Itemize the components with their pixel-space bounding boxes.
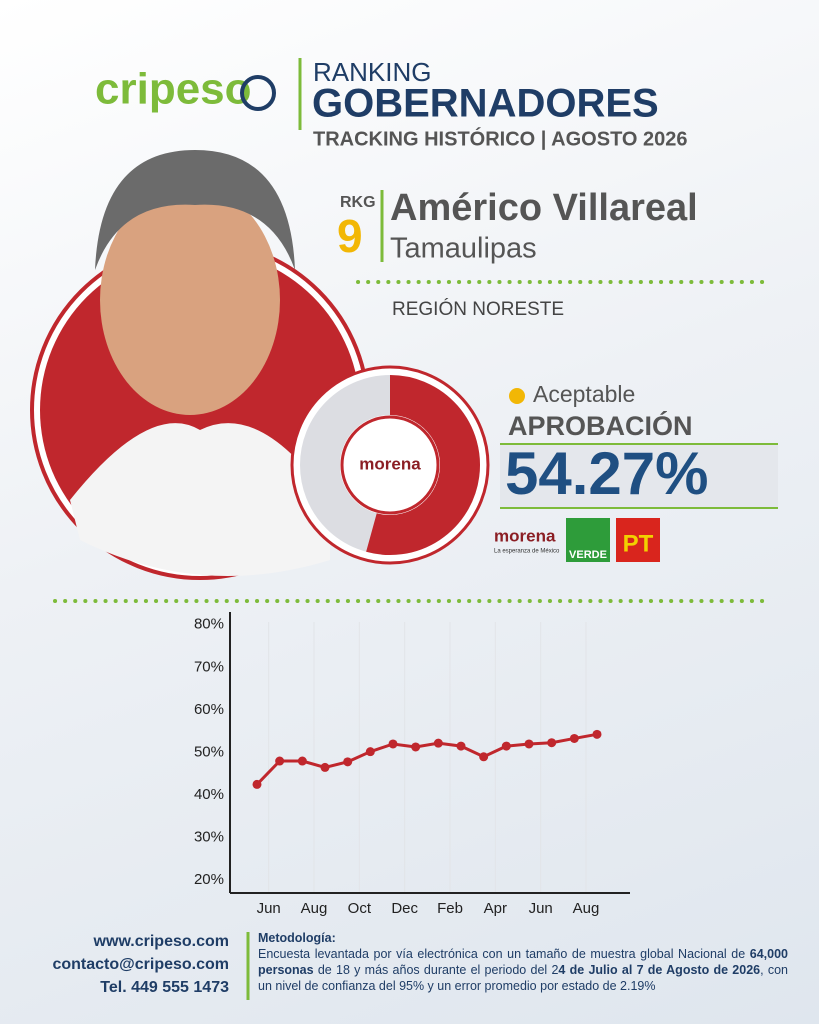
verde-logo-box bbox=[566, 518, 610, 562]
brand-logo: cripeso bbox=[95, 65, 252, 114]
data-point bbox=[524, 739, 534, 749]
methodology-bold: 64,000 personas bbox=[258, 947, 788, 977]
rank-number: 9 bbox=[337, 210, 363, 262]
methodology-title: Metodología: bbox=[258, 931, 336, 945]
header-subtitle: TRACKING HISTÓRICO | AGOSTO 2026 bbox=[313, 126, 688, 150]
y-tick-label: 80% bbox=[194, 616, 224, 633]
photo-shirt bbox=[70, 423, 330, 576]
x-tick-label: Feb bbox=[437, 900, 463, 917]
y-tick-label: 30% bbox=[194, 829, 224, 846]
x-tick-label: Oct bbox=[348, 900, 372, 917]
x-tick-label: Aug bbox=[573, 900, 600, 917]
y-tick-label: 60% bbox=[194, 701, 224, 718]
governor-state: Tamaulipas bbox=[390, 233, 537, 265]
x-tick-label: Aug bbox=[301, 900, 328, 917]
data-point bbox=[320, 762, 330, 772]
pt-logo: PT bbox=[623, 530, 654, 557]
verde-logo: VERDE bbox=[569, 549, 607, 561]
morena-tagline: La esperanza de México bbox=[494, 549, 560, 555]
pt-logo-box bbox=[616, 518, 660, 562]
data-point bbox=[388, 739, 398, 749]
data-point bbox=[365, 747, 375, 757]
logo-target bbox=[240, 75, 276, 111]
methodology-text: , con un nivel de confianza del 95% y un… bbox=[258, 963, 789, 993]
header-title: GOBERNADORES bbox=[312, 82, 659, 126]
website[interactable]: www.cripeso.com bbox=[93, 933, 229, 950]
donut-arc bbox=[366, 375, 480, 555]
approval-box bbox=[500, 444, 778, 508]
approval-label: APROBACIÓN bbox=[508, 410, 693, 441]
phone: Tel. 449 555 1473 bbox=[100, 979, 229, 996]
methodology-text: Encuesta levantada por vía electrónica c… bbox=[258, 947, 750, 961]
contact-block: www.cripeso.com contacto@cripeso.com Tel… bbox=[52, 930, 229, 999]
methodology-text: de 18 y más años durante el periodo del … bbox=[313, 963, 559, 977]
data-point bbox=[592, 729, 602, 739]
data-point bbox=[479, 752, 489, 762]
methodology: Metodología: Encuesta levantada por vía … bbox=[258, 930, 788, 994]
data-point bbox=[569, 733, 579, 743]
x-tick-label: Jun bbox=[257, 900, 281, 917]
line-series bbox=[255, 732, 598, 786]
photo-face bbox=[100, 185, 280, 415]
data-point bbox=[456, 741, 466, 751]
donut-logo: morena bbox=[359, 454, 421, 473]
ranking-label: RANKING bbox=[313, 57, 431, 87]
morena-logo: morena bbox=[494, 526, 556, 545]
photo-hair bbox=[95, 150, 295, 270]
region: REGIÓN NORESTE bbox=[392, 298, 564, 320]
approval-value: 54.27% bbox=[505, 440, 709, 507]
y-tick-label: 50% bbox=[194, 743, 224, 760]
methodology-bold: 4 de Julio al 7 de Agosto de 2026 bbox=[558, 963, 761, 977]
data-point bbox=[547, 738, 557, 748]
x-tick-label: Dec bbox=[391, 900, 418, 917]
data-point bbox=[501, 741, 511, 751]
x-tick-label: Jun bbox=[529, 900, 553, 917]
governor-name: Américo Villareal bbox=[390, 187, 698, 229]
email[interactable]: contacto@cripeso.com bbox=[52, 956, 229, 973]
y-tick-label: 70% bbox=[194, 658, 224, 675]
data-point bbox=[343, 757, 353, 767]
data-point bbox=[275, 756, 285, 766]
data-point bbox=[433, 738, 443, 748]
donut-center bbox=[340, 415, 440, 515]
status-dot bbox=[509, 388, 525, 404]
status: Aceptable bbox=[533, 381, 635, 407]
rank-label: RKG bbox=[340, 194, 376, 211]
data-point bbox=[411, 742, 421, 752]
y-tick-label: 40% bbox=[194, 786, 224, 803]
y-tick-label: 20% bbox=[194, 871, 224, 888]
data-point bbox=[297, 756, 307, 766]
x-tick-label: Apr bbox=[484, 900, 507, 917]
data-point bbox=[252, 779, 262, 789]
